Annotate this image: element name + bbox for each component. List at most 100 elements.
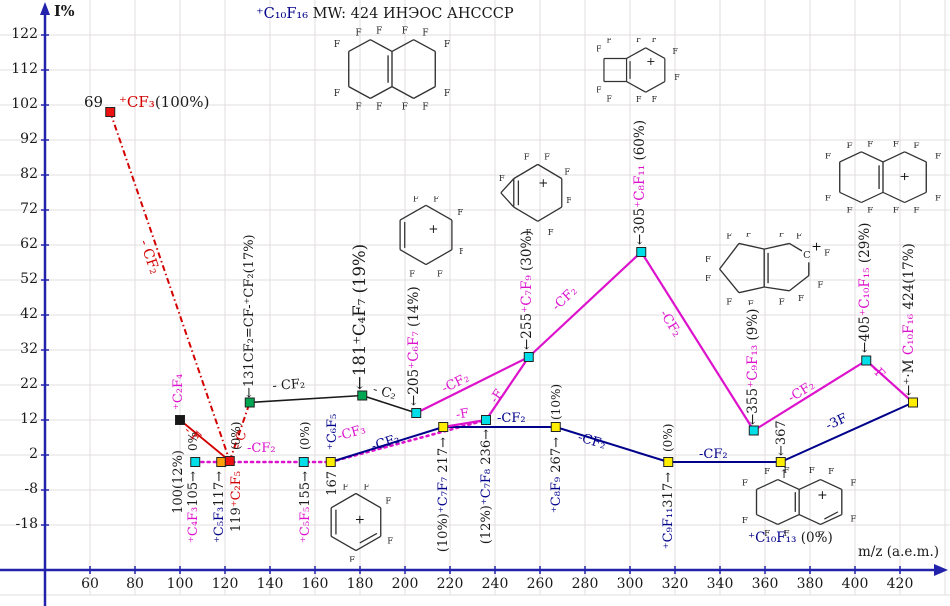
bond [719,243,740,270]
title-text: MW: 424 ИНЭОС АНСССР [308,6,514,22]
lbl-355-part: ←355 [745,387,761,425]
x-tick-label-140: 140 [256,576,284,592]
marker-mz-181 [357,390,368,401]
marker-mz-117 [216,457,227,467]
atom-F: F [764,528,770,537]
atom-F: F [402,103,408,113]
lbl-236-below-part: (12%) [479,505,494,545]
atom-F: F [779,233,785,239]
x-tick-label-300: 300 [616,576,644,592]
y-tick-label-62: 62 [20,236,38,252]
lbl-255: ←255⁺C₇F₉ (30%) [519,230,535,350]
lbl-117-below-part: 117→ [212,471,227,507]
x-tick-label-240: 240 [481,576,509,592]
lbl-181: ←181⁺C₄F₇ (19%) [350,243,369,390]
atom-F: F [674,73,680,82]
atom-F: F [867,205,873,214]
atom-F: F [867,140,873,148]
bond [839,191,862,204]
lbl-131-part: ←131CF₂=CF-⁺CF₂(17%) [242,234,257,398]
marker-mz-69 [105,107,116,117]
atom-F: F [355,103,361,113]
atom-F: F [913,141,919,150]
bond [719,268,740,294]
loss-f-236-217-part: -F [454,404,470,422]
atom-F: F [402,26,408,36]
y-tick-label-82: 82 [20,166,38,182]
lbl-317-above: (0%) [661,423,675,452]
x-tick-label-220: 220 [436,576,464,592]
atom-F: F [779,298,785,305]
marker-mz-317 [663,457,674,467]
lbl-267-above-part: (10%) [549,383,563,420]
edge-267-317 [555,426,669,463]
bond [425,204,453,221]
bond [513,163,539,180]
charge-plus: + [817,489,828,502]
lbl-236-below-part: ⁺C₇F₈ [479,468,494,506]
atom-F: F [548,227,554,237]
marker-mz-367 [775,457,786,467]
lbl-317-below: ⁺C₉F₁₁317→ [661,472,676,550]
charge-plus: + [428,222,438,236]
bond [861,191,884,204]
lbl-100-above-part: ⁺C₂F₄ [171,373,186,410]
marker-mz-155 [298,457,309,467]
charge-plus: + [811,239,822,254]
lbl-317-below-part: ⁺C₉F₁₁ [661,507,676,550]
bond [355,535,382,552]
atom-F: F [809,467,815,475]
bond [904,151,927,163]
lbl-217-below: (10%)⁺C₇F₇ 217→ [436,437,451,553]
bond [738,286,765,294]
x-axis-label: m/z (a.e.m.) [858,544,939,560]
marker-mz-100 [175,415,185,425]
atom-F: F [349,556,355,562]
title-formula: ⁺C₁₀F₁₆ [256,6,309,22]
atom-F: F [422,28,428,38]
bond [413,86,436,99]
atom-F: F [524,153,530,161]
bond [330,492,357,509]
atom-F: F [387,537,393,547]
atom-F: F [748,300,754,305]
lbl-69-part: 69 [84,93,104,111]
marker-mz-119 [224,456,235,466]
atom-C: C [803,250,810,261]
atom-F: F [597,45,602,54]
atom-F: F [636,95,642,102]
atom-F: F [850,478,856,488]
lbl-117-below: ⁺C₅F₃117→ [212,471,227,543]
marker-mz-236 [481,415,491,425]
lbl-100-above: ⁺C₂F₄ [171,373,186,410]
loss-cf2-367-317-part: -CF₂ [699,447,728,462]
bond [537,206,563,222]
marker-mz-424 [908,397,918,408]
atom-F: F [444,40,450,50]
atom-F: F [817,530,823,537]
lbl-424: ←⁺·M C₁₀F₁₆ 424(17%) [901,243,917,396]
lbl-305-part: (60%) [632,120,648,165]
atom-F: F [363,484,369,492]
lbl-181-part: ←181⁺C₄F₇ (19%) [350,243,369,390]
bond [882,191,905,204]
lbl-317-above-part: (0%) [661,423,675,452]
structure-c6f7-cation: F F F F F F + [399,196,463,278]
bond [425,249,453,266]
bond [789,242,803,252]
atom-F: F [673,47,679,56]
lbl-155-above: (0%) [298,422,312,450]
atom-F: F [846,205,852,214]
lbl-217-below-part: (10%) [436,513,451,553]
atom-F: F [798,294,804,304]
atom-F: F [652,95,658,102]
arrow-to-367: ↑ [779,468,789,480]
bond [820,514,843,525]
edge-167-217 [330,426,444,463]
bond [861,151,884,163]
bond [645,47,666,59]
arrow-to-367-part: ↑ [779,467,790,481]
marker-mz-205 [411,408,422,418]
